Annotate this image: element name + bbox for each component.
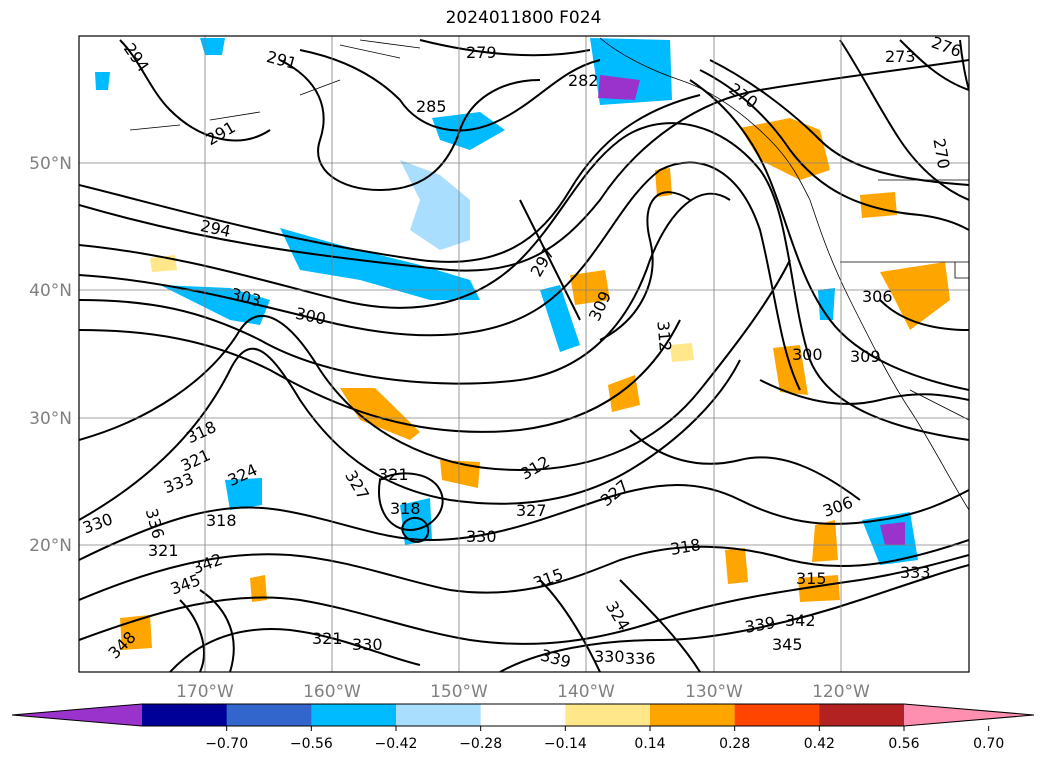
blue-shade — [880, 522, 905, 545]
contour-label: 321 — [378, 465, 409, 484]
contour-label: 315 — [796, 569, 827, 588]
map-plot-area: 294 291 279 282 270 273 276 285 291 294 … — [79, 36, 969, 672]
colorbar-tick-label: −0.56 — [290, 736, 333, 752]
contour-label: 318 — [206, 511, 237, 530]
contour-label: 273 — [885, 47, 916, 66]
orange-shade — [773, 345, 808, 395]
contour-label: 309 — [850, 347, 881, 366]
colorbar-tick-label: 0.14 — [634, 736, 665, 752]
colorbar-extend-low — [12, 704, 142, 726]
lon-label: 120°W — [812, 682, 870, 702]
contour-label: 321 — [148, 541, 179, 560]
blue-shade — [280, 228, 480, 300]
lon-label: 130°W — [685, 682, 743, 702]
colorbar-segment — [311, 704, 397, 726]
orange-shade — [860, 192, 897, 218]
colorbar-tick-label: −0.28 — [459, 736, 502, 752]
blue-shade — [432, 112, 505, 150]
orange-shade — [570, 270, 610, 305]
contour-label: 333 — [900, 563, 931, 582]
colorbar-segment — [734, 704, 820, 726]
latitude-labels: 50°N 40°N 30°N 20°N — [29, 154, 72, 556]
colorbar-tick-label: −0.70 — [205, 736, 248, 752]
blue-shade — [95, 72, 110, 90]
orange-shade — [340, 388, 420, 440]
lat-label: 40°N — [29, 281, 72, 301]
colorbar-segment — [650, 704, 736, 726]
orange-shade — [798, 575, 840, 602]
contour-label: 321 — [312, 629, 343, 648]
map-title: 2024011800 F024 — [445, 8, 602, 28]
orange-shade — [440, 460, 480, 488]
contour-label: 318 — [390, 499, 421, 518]
contour-label: 279 — [466, 43, 497, 62]
blue-shade — [818, 288, 835, 320]
colorbar-extend-high — [904, 704, 1034, 726]
longitude-labels: 170°W 160°W 150°W 140°W 130°W 120°W — [176, 682, 870, 702]
colorbar-segment — [142, 704, 228, 726]
contour-label: 312 — [653, 320, 675, 352]
contour-label: 330 — [466, 527, 497, 546]
contour-label: 306 — [862, 287, 893, 306]
shaded-fields — [95, 38, 950, 650]
contour-label: 300 — [792, 345, 823, 364]
orange-shade — [725, 548, 748, 584]
blue-shade — [160, 285, 270, 325]
colorbar: −0.70 −0.56 −0.42 −0.28 −0.14 0.14 0.28 0.42 0.5… — [11, 703, 1035, 752]
orange-shade — [250, 575, 267, 602]
map-frame — [78, 35, 970, 673]
colorbar-tick-label: 0.56 — [888, 736, 919, 752]
lon-label: 170°W — [176, 682, 234, 702]
blue-shade — [540, 285, 580, 352]
lat-label: 30°N — [29, 409, 72, 429]
blue-shade — [598, 75, 640, 100]
blue-shade — [225, 478, 262, 510]
colorbar-segment — [226, 704, 312, 726]
colorbar-tick-label: 0.28 — [719, 736, 750, 752]
lon-label: 140°W — [557, 682, 615, 702]
contour-label: 342 — [785, 611, 816, 630]
colorbar-tick-label: −0.14 — [544, 736, 587, 752]
contour-label: 282 — [568, 71, 599, 90]
contour-lines — [79, 39, 969, 672]
lon-label: 150°W — [430, 682, 488, 702]
contour-label: 336 — [625, 649, 656, 668]
colorbar-tick-label: −0.42 — [375, 736, 418, 752]
lon-label: 160°W — [303, 682, 361, 702]
colorbar-tick-label: 0.42 — [804, 736, 835, 752]
colorbar-segment — [480, 704, 566, 726]
colorbar-segment — [396, 704, 482, 726]
blue-shade — [200, 38, 225, 55]
contour-label: 327 — [516, 501, 547, 520]
colorbar-segment — [565, 704, 651, 726]
colorbar-outline — [11, 703, 1035, 727]
contour-label: 330 — [352, 635, 383, 654]
colorbar-segment — [819, 704, 905, 726]
lat-label: 50°N — [29, 154, 72, 174]
lat-label: 20°N — [29, 536, 72, 556]
contour-label: 345 — [772, 635, 803, 654]
orange-shade — [740, 118, 830, 180]
orange-shade — [655, 168, 672, 197]
orange-shade — [880, 262, 950, 330]
colorbar-tick-label: 0.70 — [973, 736, 1004, 752]
map-gridlines — [79, 36, 969, 672]
contour-labels: 294 291 279 282 270 273 276 285 291 294 … — [80, 36, 964, 672]
blue-shade — [400, 498, 432, 545]
contour-label: 330 — [594, 647, 625, 666]
coastlines — [129, 37, 969, 511]
contour-label: 285 — [416, 97, 447, 116]
orange-shade — [812, 520, 838, 562]
orange-shade — [670, 343, 694, 362]
